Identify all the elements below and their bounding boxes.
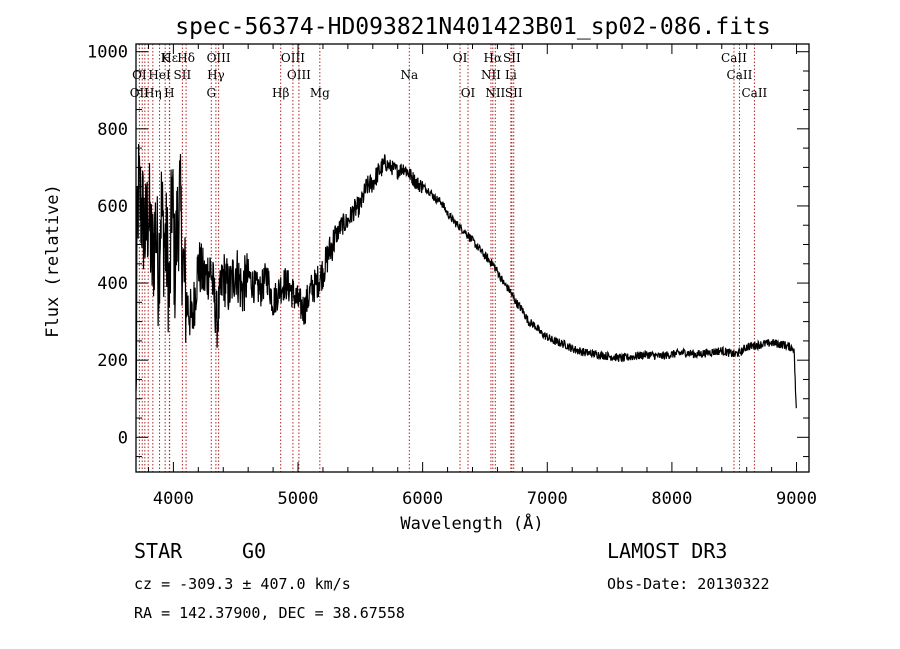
line-label: OI (132, 68, 147, 82)
line-label: Hδ (177, 51, 195, 65)
x-tick-label: 6000 (402, 489, 443, 509)
x-tick-label: 5000 (278, 489, 319, 509)
chart-title: spec-56374-HD093821N401423B01_sp02-086.f… (175, 14, 770, 40)
line-label: CaII (721, 51, 747, 65)
spectrum-series-line (135, 143, 797, 409)
line-label: K (161, 51, 171, 65)
x-tick-label: 7000 (527, 489, 568, 509)
line-label: NII (481, 68, 501, 82)
line-label: Hβ (272, 86, 289, 100)
y-tick-label: 200 (97, 351, 128, 371)
y-axis-label: Flux (relative) (43, 184, 63, 338)
x-tick-label: 9000 (776, 489, 817, 509)
line-label: Na (400, 68, 418, 82)
coordinates: RA = 142.37900, DEC = 38.67558 (134, 604, 405, 622)
x-tick-label: 4000 (153, 489, 194, 509)
line-label: SII (505, 86, 523, 100)
observation-date: Obs-Date: 20130322 (607, 575, 770, 593)
line-label: SII (174, 68, 192, 82)
line-label: OIII (287, 68, 311, 82)
line-label: Hγ (207, 68, 225, 82)
redshift-value: cz = -309.3 ± 407.0 km/s (134, 575, 351, 593)
line-label: Mg (310, 86, 330, 100)
spectral-line-markers (138, 44, 755, 472)
y-tick-label: 600 (97, 197, 128, 217)
y-tick-label: 1000 (87, 43, 128, 63)
axis-ticks: 4000 5000 6000 7000 8000 9000 0 200 400 600 800 100… (87, 43, 817, 509)
line-label: Hα (484, 51, 503, 65)
x-axis-label: Wavelength (Å) (400, 512, 543, 534)
y-tick-label: 800 (97, 120, 128, 140)
object-class: STAR (134, 539, 183, 563)
line-label: Li (505, 68, 517, 82)
line-label: Hη (144, 86, 162, 100)
line-label: SII (503, 51, 521, 65)
line-label: HeI (148, 68, 171, 82)
line-label: H (164, 86, 174, 100)
survey-name: LAMOST DR3 (607, 539, 728, 563)
line-label: OIII (281, 51, 305, 65)
line-label: OIII (207, 51, 231, 65)
line-label: CaII (727, 68, 753, 82)
y-tick-label: 400 (97, 274, 128, 294)
line-label: Hε (161, 51, 178, 65)
line-label: NII (485, 86, 505, 100)
line-label: CaII (741, 86, 767, 100)
object-subclass: G0 (242, 539, 267, 563)
line-label: OII (130, 86, 150, 100)
line-label: G (206, 86, 216, 100)
y-tick-label: 0 (118, 428, 128, 448)
line-label: OI (461, 86, 476, 100)
x-tick-label: 8000 (651, 489, 692, 509)
line-label: OI (453, 51, 468, 65)
